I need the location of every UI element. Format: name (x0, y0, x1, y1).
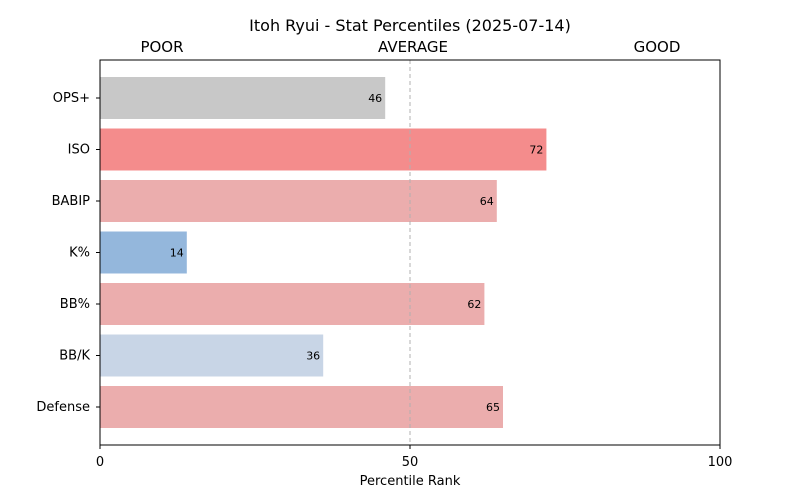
y-tick-label-ops: OPS+ (53, 91, 90, 106)
bar-k (100, 231, 187, 274)
bar-defense (100, 386, 503, 428)
zone-label-good: GOOD (634, 38, 681, 56)
y-tick-label-defense: Defense (36, 400, 90, 415)
value-label-iso: 72 (529, 144, 543, 157)
value-labels-layer: 46 72 64 14 62 36 65 (170, 92, 544, 414)
y-tick-label-k: K% (69, 246, 90, 261)
x-axis-label: Percentile Rank (360, 474, 461, 489)
x-tick-label-50: 50 (402, 455, 419, 470)
bar-bb-k (100, 334, 324, 377)
y-tick-label-iso: ISO (68, 143, 90, 158)
x-tick-label-0: 0 (96, 455, 104, 470)
x-axis-ticks: 0 50 100 (96, 445, 733, 470)
bar-babip (100, 180, 497, 222)
value-label-babip: 64 (480, 195, 494, 208)
bars-layer (100, 77, 547, 428)
zone-label-poor: POOR (140, 38, 183, 56)
bar-iso (100, 128, 547, 171)
bar-bb (100, 283, 485, 325)
value-label-bb-k: 36 (306, 350, 320, 363)
value-label-defense: 65 (486, 401, 500, 414)
y-axis-ticks: OPS+ ISO BABIP K% BB% BB/K Defense (36, 91, 100, 415)
value-label-ops: 46 (368, 92, 382, 105)
bar-ops (100, 77, 386, 119)
value-label-k: 14 (170, 247, 184, 260)
x-tick-label-100: 100 (708, 455, 733, 470)
y-tick-label-babip: BABIP (52, 194, 91, 209)
zone-label-average: AVERAGE (378, 38, 448, 56)
y-tick-label-bb: BB% (60, 297, 90, 312)
chart-title: Itoh Ryui - Stat Percentiles (2025-07-14… (249, 16, 571, 35)
value-label-bb: 62 (467, 298, 481, 311)
y-tick-label-bb-k: BB/K (59, 349, 90, 364)
